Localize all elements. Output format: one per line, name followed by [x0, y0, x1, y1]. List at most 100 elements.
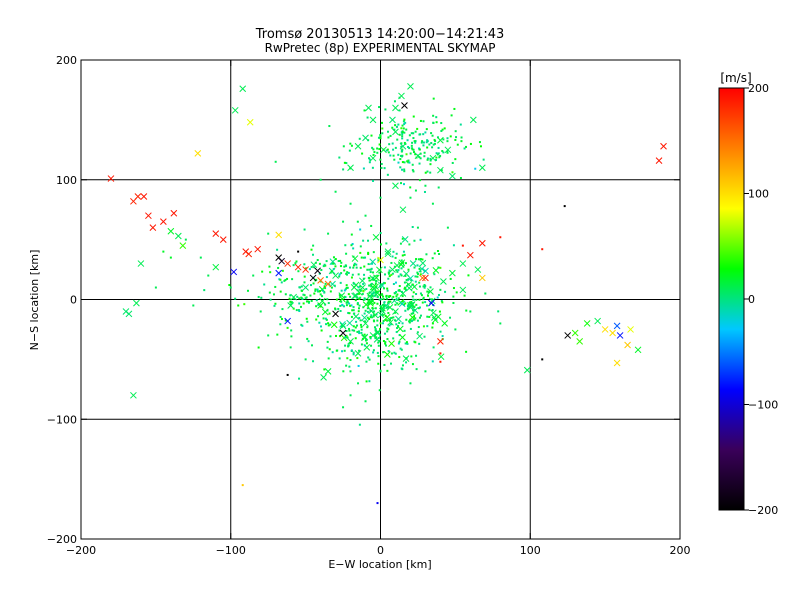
- scatter-point-dot: [382, 298, 385, 301]
- scatter-point-dot: [314, 288, 317, 291]
- scatter-point-dot: [395, 295, 398, 298]
- scatter-point-dot: [354, 326, 357, 329]
- scatter-point-dot: [460, 140, 463, 143]
- scatter-point-dot: [403, 141, 406, 144]
- scatter-point-dot: [274, 302, 277, 305]
- scatter-point-dot: [391, 142, 394, 145]
- scatter-point-dot: [451, 161, 454, 164]
- scatter-point-dot: [431, 202, 434, 205]
- scatter-point-dot: [395, 125, 398, 128]
- scatter-point-cross: [294, 263, 302, 271]
- scatter-point-dot: [411, 169, 414, 172]
- scatter-point-dot: [350, 144, 353, 147]
- scatter-point-dot: [398, 109, 401, 112]
- scatter-point-dot: [404, 309, 407, 312]
- scatter-point-dot: [452, 295, 455, 298]
- scatter-point-dot: [325, 323, 328, 326]
- scatter-point-dot: [355, 263, 358, 266]
- scatter-point-dot: [334, 265, 337, 268]
- scatter-point-dot: [430, 141, 433, 144]
- scatter-point-dot: [404, 121, 407, 124]
- colorbar-tick-label: 200: [748, 82, 769, 95]
- scatter-point-dot: [324, 287, 327, 290]
- scatter-point-dot: [407, 161, 410, 164]
- scatter-point-cross: [609, 329, 616, 337]
- scatter-point-dot: [395, 269, 398, 272]
- scatter-point-dot: [192, 304, 195, 307]
- scatter-point-dot: [362, 167, 365, 170]
- scatter-point-dot: [359, 228, 362, 231]
- scatter-point-dot: [393, 128, 396, 131]
- scatter-point-dot: [351, 273, 354, 276]
- scatter-point-dot: [310, 266, 313, 269]
- scatter-point-dot: [350, 244, 353, 247]
- scatter-point-dot: [418, 162, 421, 165]
- scatter-point-dot: [325, 318, 328, 321]
- scatter-point-cross: [369, 258, 377, 266]
- scatter-point-dot: [327, 357, 330, 360]
- scatter-point-dot: [432, 346, 435, 349]
- scatter-point-dot: [383, 287, 386, 290]
- scatter-point-dot: [342, 168, 345, 171]
- scatter-point-dot: [416, 319, 419, 322]
- scatter-point-dot: [352, 353, 355, 356]
- scatter-point-dot: [439, 288, 442, 291]
- scatter-point-cross: [377, 256, 384, 264]
- scatter-point-dot: [345, 335, 348, 338]
- scatter-point-dot: [390, 261, 393, 264]
- scatter-point-dot: [386, 289, 389, 292]
- scatter-point-cross: [389, 116, 396, 124]
- scatter-point-dot: [393, 292, 396, 295]
- scatter-point-dot: [368, 284, 371, 287]
- scatter-point-dot: [369, 309, 372, 312]
- scatter-point-dot: [280, 281, 283, 284]
- scatter-point-dot: [461, 244, 464, 247]
- scatter-point-dot: [344, 244, 347, 247]
- scatter-point-cross: [212, 263, 220, 271]
- scatter-point-dot: [301, 297, 304, 300]
- scatter-point-cross: [170, 209, 178, 217]
- scatter-point-dot: [426, 146, 429, 149]
- scatter-point-cross: [398, 259, 406, 267]
- scatter-point-dot: [400, 127, 403, 130]
- scatter-point-cross: [624, 341, 631, 349]
- scatter-point-dot: [358, 332, 361, 335]
- scatter-point-dot: [344, 264, 347, 267]
- scatter-point-cross: [660, 142, 667, 150]
- scatter-point-dot: [389, 134, 392, 137]
- scatter-point-dot: [385, 242, 388, 245]
- scatter-point-dot: [449, 277, 452, 280]
- scatter-point-dot: [237, 304, 240, 307]
- scatter-point-dot: [363, 333, 366, 336]
- scatter-point-dot: [349, 142, 352, 145]
- scatter-point-dot: [396, 298, 399, 301]
- scatter-point-cross: [419, 274, 426, 282]
- scatter-point-dot: [395, 323, 398, 326]
- scatter-point-dot: [289, 346, 292, 349]
- scatter-point-dot: [279, 278, 282, 281]
- scatter-point-dot: [328, 312, 331, 315]
- scatter-point-dot: [302, 302, 305, 305]
- scatter-point-cross: [437, 166, 444, 174]
- scatter-point-dot: [397, 342, 400, 345]
- scatter-point-dot: [387, 311, 390, 314]
- scatter-point-dot: [403, 281, 406, 284]
- scatter-point-cross: [367, 300, 374, 307]
- scatter-point-dot: [400, 182, 403, 185]
- scatter-point-dot: [334, 307, 337, 310]
- scatter-point-cross: [405, 284, 413, 292]
- scatter-point-dot: [273, 304, 276, 307]
- scatter-point-dot: [406, 307, 409, 310]
- scatter-point-dot: [463, 294, 466, 297]
- scatter-point-dot: [484, 292, 487, 295]
- y-axis: −200 −100 0 100 200: [47, 54, 680, 546]
- scatter-point-dot: [415, 354, 418, 357]
- scatter-point-dot: [541, 358, 544, 361]
- scatter-point-dot: [364, 400, 367, 403]
- scatter-point-dot: [343, 161, 346, 164]
- scatter-point-dot: [410, 132, 413, 135]
- scatter-point-dot: [419, 258, 422, 261]
- scatter-point-dot: [422, 133, 425, 136]
- scatter-point-dot: [402, 303, 405, 306]
- scatter-point-dot: [252, 274, 255, 277]
